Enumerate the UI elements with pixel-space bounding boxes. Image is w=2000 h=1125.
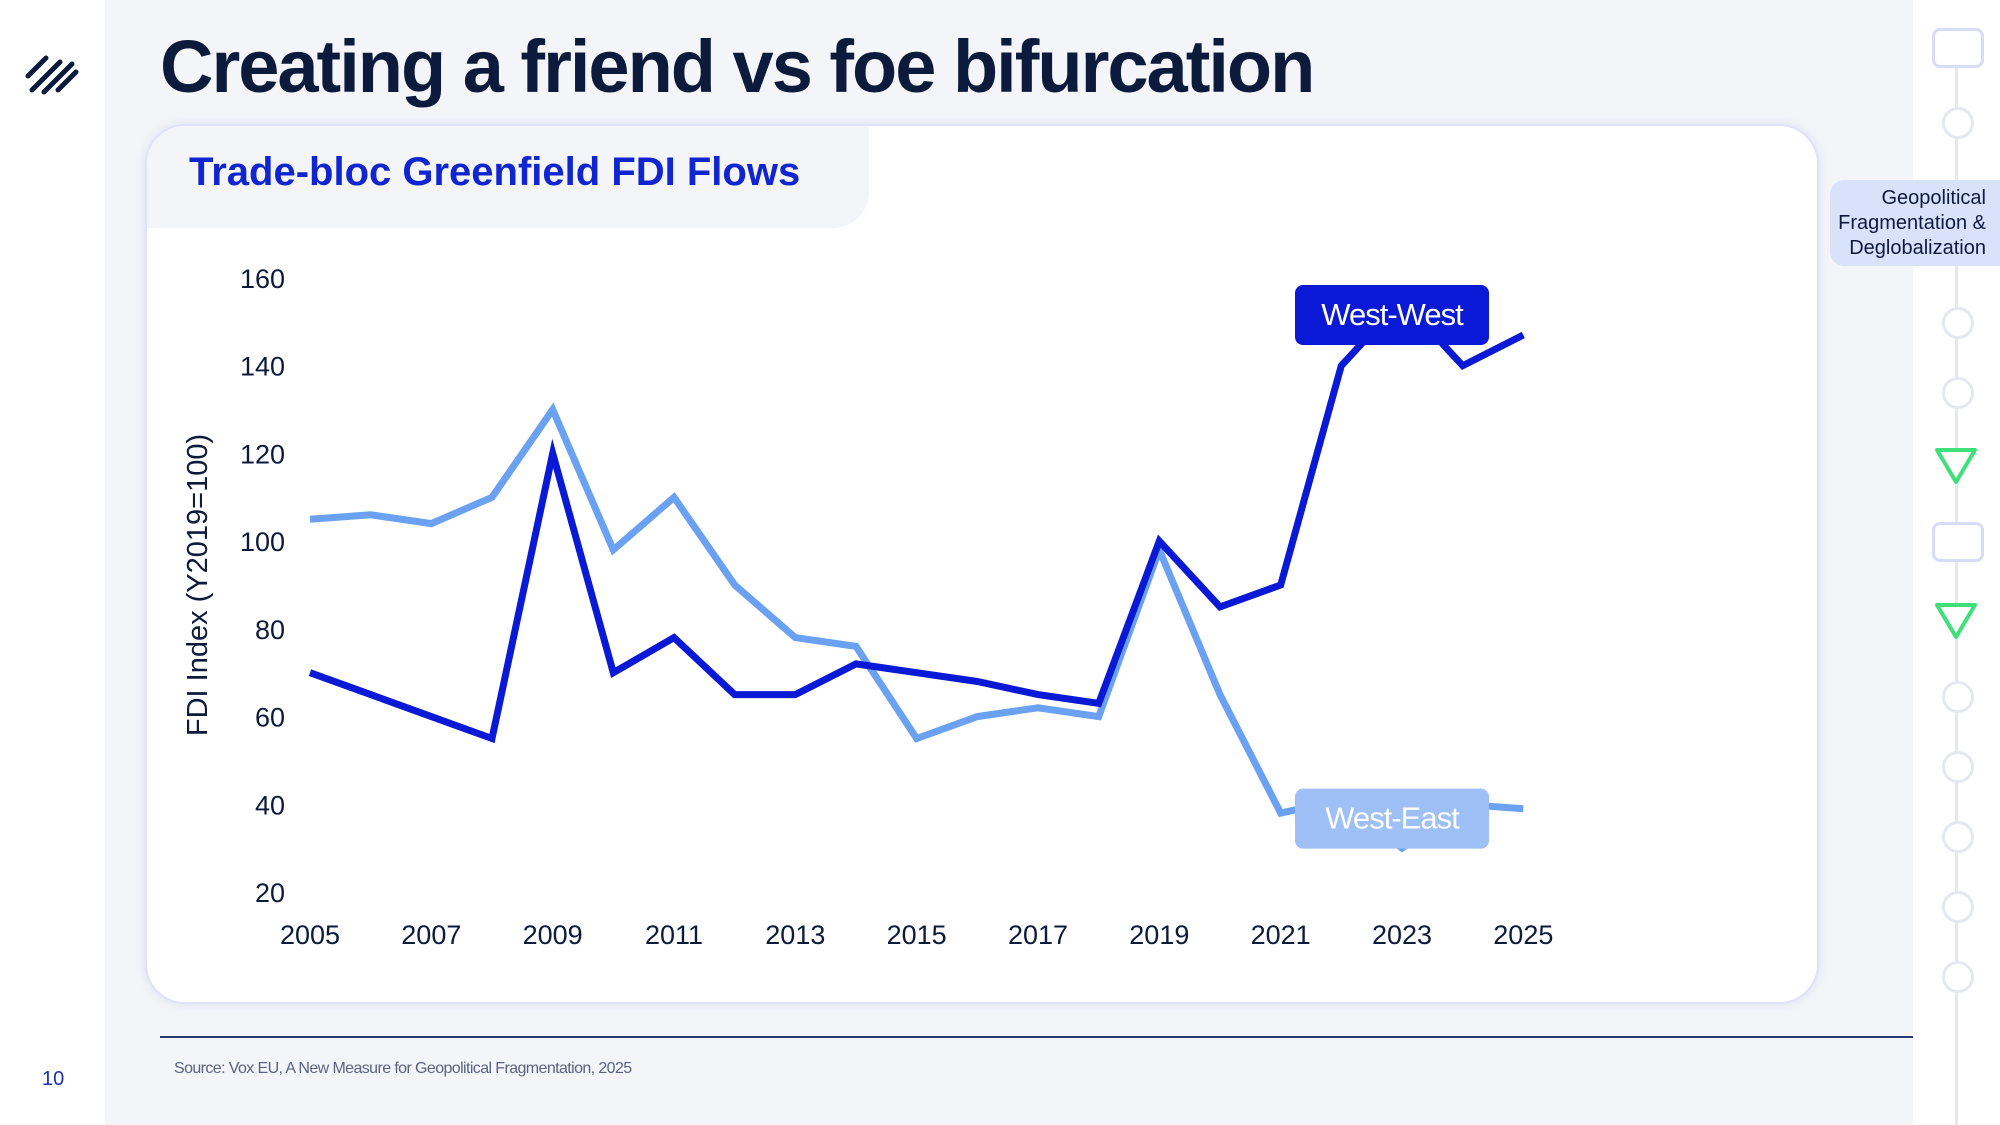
logo-icon [25, 55, 79, 95]
source-note: Source: Vox EU, A New Measure for Geopol… [174, 1060, 632, 1077]
series-label-text: West-West [1321, 297, 1464, 332]
series-line-west-east [309, 402, 1524, 853]
series-label-text: West-East [1325, 801, 1460, 836]
y-tick-label: 40 [255, 790, 285, 820]
series-label-box [1295, 788, 1489, 849]
page-number: 10 [42, 1068, 65, 1090]
rail-node[interactable] [1942, 107, 1974, 139]
rail-section-marker[interactable] [1932, 522, 1984, 562]
x-tick-label: 2025 [1493, 920, 1553, 950]
y-axis-label: FDI Index (Y2019=100) [182, 434, 214, 736]
slide-main: Creating a friend vs foe bifurcation Tra… [105, 0, 1918, 1125]
slide-title: Creating a friend vs foe bifurcation [160, 25, 1315, 108]
series-label-box [1295, 285, 1489, 346]
rail-node[interactable] [1942, 681, 1974, 713]
footer-divider [160, 1036, 1918, 1038]
chart-card: Trade-bloc Greenfield FDI Flows 20 40 60 80… [145, 124, 1819, 1004]
section-tag-label: Geopolitical Fragmentation & Deglobaliza… [1838, 187, 1986, 259]
x-tick-label: 2005 [280, 920, 340, 950]
x-tick-label: 2011 [645, 920, 703, 950]
x-tick-label: 2009 [523, 920, 583, 950]
series-label-west-west: West-West [1295, 285, 1489, 346]
rail-node[interactable] [1942, 377, 1974, 409]
y-tick-label: 20 [255, 878, 285, 908]
rail-node[interactable] [1942, 961, 1974, 993]
y-tick-label: 100 [240, 527, 285, 557]
x-tick-label: 2015 [887, 920, 947, 950]
rail-section-marker[interactable] [1932, 28, 1984, 68]
x-tick-label: 2019 [1129, 920, 1189, 950]
card-header: Trade-bloc Greenfield FDI Flows [147, 126, 869, 228]
y-tick-label: 160 [240, 264, 285, 294]
series-line-west-west [308, 294, 1525, 744]
rail-node[interactable] [1942, 751, 1974, 783]
x-tick-label: 2013 [765, 920, 825, 950]
x-tick-label: 2017 [1008, 920, 1068, 950]
y-tick-label: 140 [240, 352, 285, 382]
y-tick-label: 60 [255, 703, 285, 733]
y-tick-label: 120 [240, 439, 285, 469]
progress-rail [1913, 0, 2000, 1125]
rail-node[interactable] [1942, 891, 1974, 923]
x-tick-label: 2023 [1372, 920, 1432, 950]
y-tick-label: 80 [255, 615, 285, 645]
chart-title: Trade-bloc Greenfield FDI Flows [189, 150, 801, 194]
left-rail: 10 [0, 0, 105, 1125]
x-tick-label: 2007 [401, 920, 461, 950]
x-tick-label: 2021 [1251, 920, 1311, 950]
rail-triangle-icon[interactable] [1933, 446, 1979, 486]
line-chart: 20 40 60 80 100 120 140 160 2005 2007 2009 2011 2013… [182, 264, 1553, 950]
series-label-west-east: West-East [1295, 788, 1489, 849]
rail-triangle-icon[interactable] [1933, 601, 1979, 641]
rail-line [1955, 60, 1958, 1125]
section-tag[interactable]: Geopolitical Fragmentation & Deglobaliza… [1830, 180, 2000, 266]
rail-node[interactable] [1942, 821, 1974, 853]
rail-node[interactable] [1942, 307, 1974, 339]
